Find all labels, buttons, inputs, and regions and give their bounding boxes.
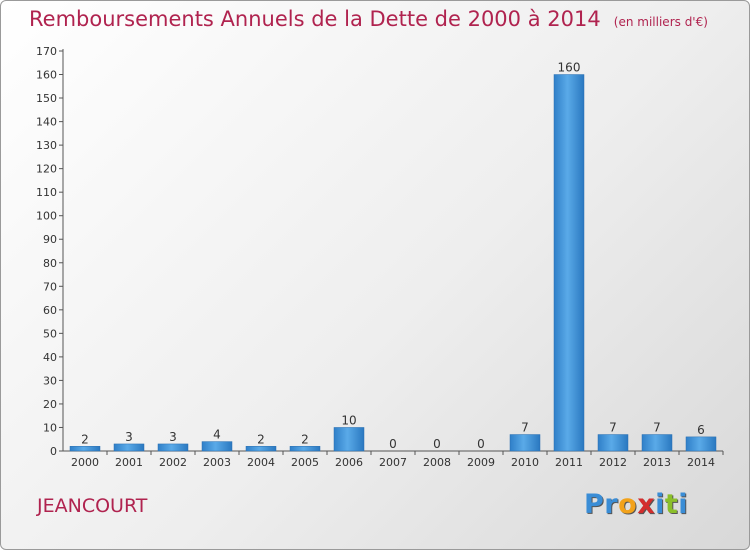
x-tick-label: 2003 (203, 456, 231, 469)
commune-name: JEANCOURT (37, 495, 148, 517)
bar (69, 446, 101, 452)
logo-letter: x (637, 489, 656, 520)
logo-letter: i (678, 489, 689, 520)
x-tick-label: 2001 (115, 456, 143, 469)
bar (157, 443, 189, 452)
x-tick-label: 2010 (511, 456, 539, 469)
bar (685, 436, 717, 452)
bar (509, 434, 541, 452)
data-label: 0 (389, 437, 397, 451)
data-label: 2 (301, 432, 309, 446)
y-tick-label: 80 (43, 257, 57, 270)
y-tick-label: 10 (43, 421, 57, 434)
y-tick-label: 20 (43, 398, 57, 411)
x-tick-label: 2007 (379, 456, 407, 469)
x-tick-label: 2009 (467, 456, 495, 469)
data-label: 0 (477, 437, 485, 451)
data-label: 3 (169, 430, 177, 444)
data-label: 4 (213, 428, 221, 442)
y-tick-label: 130 (36, 139, 57, 152)
x-tick-label: 2002 (159, 456, 187, 469)
bar (245, 446, 277, 452)
logo-letter: t (664, 489, 679, 520)
chart-title: Remboursements Annuels de la Dette de 20… (29, 7, 601, 31)
proxiti-logo: Proxiti (584, 489, 688, 520)
data-label: 0 (433, 437, 441, 451)
x-tick-label: 2014 (687, 456, 715, 469)
data-label: 160 (558, 61, 581, 75)
bar (333, 427, 365, 452)
y-tick-label: 40 (43, 351, 57, 364)
bar (113, 443, 145, 452)
y-tick-label: 160 (36, 69, 57, 82)
y-tick-label: 90 (43, 233, 57, 246)
logo-letter: o (618, 489, 638, 520)
x-tick-label: 2000 (71, 456, 99, 469)
y-tick-label: 110 (36, 186, 57, 199)
x-tick-label: 2012 (599, 456, 627, 469)
chart-title-block: Remboursements Annuels de la Dette de 20… (29, 7, 708, 31)
y-tick-label: 100 (36, 210, 57, 223)
x-tick-label: 2006 (335, 456, 363, 469)
y-tick-label: 30 (43, 374, 57, 387)
data-label: 7 (521, 421, 529, 435)
y-tick-label: 70 (43, 280, 57, 293)
x-tick-label: 2008 (423, 456, 451, 469)
y-tick-label: 140 (36, 116, 57, 129)
unit-note: (en milliers d'€) (613, 15, 708, 29)
logo-letter: r (604, 489, 619, 520)
data-label: 2 (81, 432, 89, 446)
bar (289, 446, 321, 452)
y-tick-label: 150 (36, 92, 57, 105)
bar (641, 434, 673, 452)
bar (597, 434, 629, 452)
y-tick-label: 60 (43, 304, 57, 317)
data-label: 10 (341, 413, 356, 427)
y-tick-label: 120 (36, 163, 57, 176)
y-tick-label: 50 (43, 327, 57, 340)
x-tick-label: 2013 (643, 456, 671, 469)
x-tick-label: 2011 (555, 456, 583, 469)
x-tick-label: 2005 (291, 456, 319, 469)
logo-letter: P (584, 489, 605, 520)
data-label: 3 (125, 430, 133, 444)
data-label: 7 (609, 421, 617, 435)
y-tick-label: 170 (36, 45, 57, 58)
data-label: 2 (257, 432, 265, 446)
data-label: 6 (697, 423, 705, 437)
bar (201, 441, 233, 452)
logo-letter: i (655, 489, 665, 520)
data-label: 7 (653, 421, 661, 435)
x-tick-label: 2004 (247, 456, 275, 469)
bar (553, 74, 585, 452)
y-tick-label: 0 (50, 445, 57, 458)
